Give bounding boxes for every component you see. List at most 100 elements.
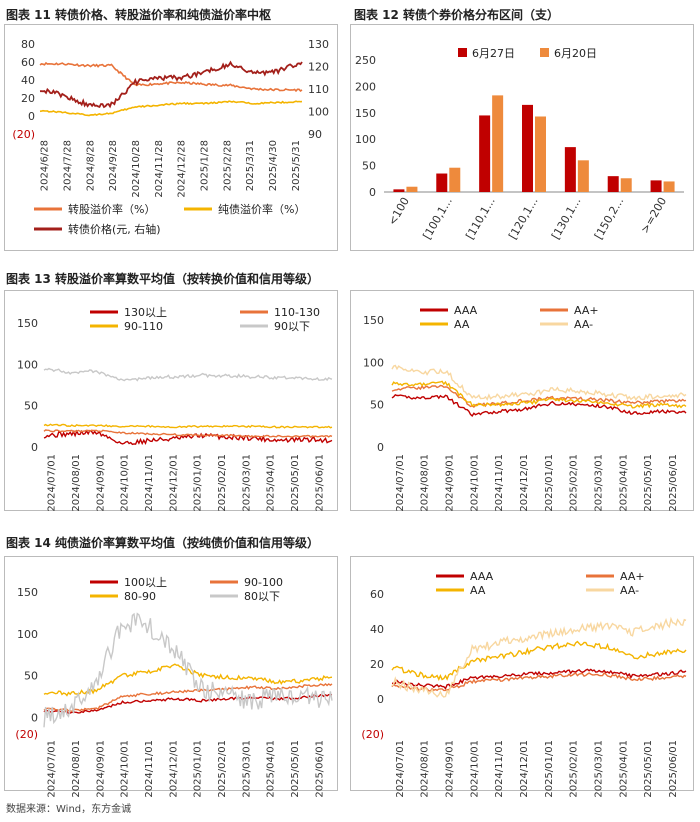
fig11-x-tick-label: 2024/7/28: [63, 140, 74, 191]
fig12-bar-1: [650, 180, 662, 192]
fig13-left-x-tick-label: 2024/09/01: [95, 454, 106, 512]
fig14-left-y-tick-label: 150: [17, 586, 38, 599]
fig13-right-chart: 150 100 50 0 2024/07/01 2024/08/01 2024/09/01 2…: [350, 290, 694, 512]
fig14-right-x-tick-label: 2025/05/01: [643, 740, 654, 798]
fig12-x-tick-label: [150,2...: [592, 195, 626, 242]
fig14-right-x-tick-label: 2024/10/01: [469, 740, 480, 798]
fig11-left-y-tick-label: 60: [21, 56, 35, 69]
fig14-right-y-tick-label: 40: [370, 623, 384, 636]
fig14-right-legend-label: AAA: [470, 570, 494, 583]
fig14-left-x-tick-label: 2025/04/01: [266, 740, 277, 798]
fig13-right-x-tick-label: 2025/06/01: [668, 454, 679, 512]
fig14-right-x-tick-label: 2024/08/01: [420, 740, 431, 798]
fig11-left-y-tick-label: 80: [21, 38, 35, 51]
fig11-x-tick-label: 2024/11/28: [154, 140, 165, 198]
fig14-left-legend-label: 80以下: [244, 590, 280, 603]
fig13-left-y-tick-label: 100: [17, 358, 38, 371]
fig13-right-x-tick-label: 2025/02/01: [569, 454, 580, 512]
fig11-legend-label: 转股溢价率（%）: [68, 202, 155, 216]
fig11-title: 图表 11 转债价格、转股溢价率和纯债溢价率中枢: [6, 8, 272, 22]
fig14-right-legend-label: AA: [470, 584, 486, 597]
fig11-x-tick-label: 2024/9/28: [108, 140, 119, 191]
fig13-left-legend-label: 90-110: [124, 320, 163, 333]
fig13-right-x-tick-label: 2025/03/01: [594, 454, 605, 512]
fig13-left-y-tick-label: 50: [24, 400, 38, 413]
fig14-left-x-tick-label: 2025/01/01: [193, 740, 204, 798]
fig12-x-tick-label: [110,1...: [463, 195, 497, 242]
fig13-left-x-tick-label: 2025/03/01: [241, 454, 252, 512]
fig13-right-y-tick-label: 150: [363, 314, 384, 327]
fig11-series-line-price: [39, 60, 303, 109]
fig14-left-x-tick-label: 2025/05/01: [290, 740, 301, 798]
fig13-right-y-tick-label: 0: [377, 441, 384, 454]
fig11-legend-label: 纯债溢价率（%）: [218, 202, 305, 216]
fig14-right-series-line-4: [391, 616, 687, 698]
fig12-legend-label: 6月20日: [554, 47, 597, 60]
fig14-right-x-tick-label: 2025/06/01: [668, 740, 679, 798]
fig11-right-y-tick-label: 110: [308, 83, 329, 96]
fig11-left-y-tick-label: 40: [21, 74, 35, 87]
fig13-left-legend-label: 130以上: [124, 306, 167, 319]
fig12-legend-swatch: [540, 48, 549, 57]
fig14-right-x-tick-label: 2024/09/01: [445, 740, 456, 798]
fig14-title: 图表 14 纯债溢价率算数平均值（按纯债价值和信用等级）: [6, 536, 320, 550]
fig11-chart: 80 60 40 20 0 (20) 130 120 110 100 90 2024/6/28 2024…: [4, 24, 338, 251]
fig14-right-x-tick-label: 2025/02/01: [569, 740, 580, 798]
fig14-right-x-tick-label: 2025/01/01: [544, 740, 555, 798]
fig13-right-y-tick-label: 50: [370, 399, 384, 412]
fig14-left-legend-label: 90-100: [244, 576, 283, 589]
fig12-title: 图表 12 转债个券价格分布区间（支）: [354, 8, 560, 22]
fig11-left-y-tick-label: (20): [12, 128, 35, 141]
fig13-right-legend-label: AA+: [574, 304, 599, 317]
fig12-bar-2: [535, 116, 546, 192]
fig12-legend-label: 6月27日: [472, 47, 515, 60]
fig11-x-tick-label: 2025/3/31: [245, 140, 256, 191]
fig13-right-legend-label: AA-: [574, 318, 593, 331]
fig13-right-series-line-3: [391, 380, 687, 409]
fig12-bar-1: [436, 173, 448, 192]
fig12-bar-2: [620, 178, 632, 192]
fig14-left-legend-label: 80-90: [124, 590, 156, 603]
fig13-title: 图表 13 转股溢价率算数平均值（按转换价值和信用等级）: [6, 272, 320, 286]
fig12-x-tick-label: [120,1...: [506, 195, 540, 242]
fig12-bar-1: [393, 189, 405, 192]
fig11-right-y-tick-label: 130: [308, 38, 329, 51]
fig12-y-tick-label: 0: [369, 186, 376, 199]
fig14-left-legend-label: 100以上: [124, 576, 167, 589]
fig14-right-x-tick-label: 2024/07/01: [395, 740, 406, 798]
fig12-y-tick-label: 250: [355, 54, 376, 67]
fig12-bar-2: [492, 95, 504, 192]
fig12-bar-1: [564, 147, 576, 192]
fig13-right-series-line-2: [391, 384, 687, 409]
fig11-x-tick-label: 2024/10/28: [131, 140, 142, 198]
fig13-right-series-line-4: [391, 364, 687, 402]
fig11-left-y-tick-label: 20: [21, 92, 35, 105]
fig11-right-y-tick-label: 100: [308, 106, 329, 119]
fig12-frame: [350, 24, 694, 251]
fig11-x-tick-label: 2024/8/28: [85, 140, 96, 191]
fig14-left-y-tick-label: 0: [31, 711, 38, 724]
fig14-right-x-tick-label: 2025/03/01: [594, 740, 605, 798]
source-note: 数据来源：Wind，东方金诚: [6, 804, 132, 815]
fig13-left-legend-label: 90以下: [274, 320, 310, 333]
fig14-right-frame: [350, 556, 694, 791]
fig13-right-x-tick-label: 2025/05/01: [643, 454, 654, 512]
fig12-bar-1: [522, 104, 533, 192]
fig13-left-x-tick-label: 2025/06/01: [314, 454, 325, 512]
fig12-bar-2: [577, 160, 589, 192]
fig13-left-series-line-3: [43, 423, 333, 429]
fig13-left-x-tick-label: 2024/12/01: [168, 454, 179, 512]
fig13-left-frame: [4, 290, 338, 511]
fig13-right-legend-label: AAA: [454, 304, 478, 317]
fig14-left-y-tick-label: 100: [17, 628, 38, 641]
fig14-right-y-tick-label: 20: [370, 658, 384, 671]
fig12-x-tick-label: [100,1...: [420, 195, 454, 242]
fig11-x-tick-label: 2025/5/31: [291, 140, 302, 191]
fig14-right-series-line-2: [391, 672, 687, 692]
fig14-left-x-tick-label: 2025/03/01: [241, 740, 252, 798]
fig14-left-x-tick-label: 2024/07/01: [47, 740, 58, 798]
fig14-right-x-tick-label: 2024/11/01: [494, 740, 505, 798]
fig14-left-x-tick-label: 2024/09/01: [95, 740, 106, 798]
fig12-x-tick-label: [130,1...: [549, 195, 583, 242]
fig11-right-y-tick-label: 120: [308, 61, 329, 74]
